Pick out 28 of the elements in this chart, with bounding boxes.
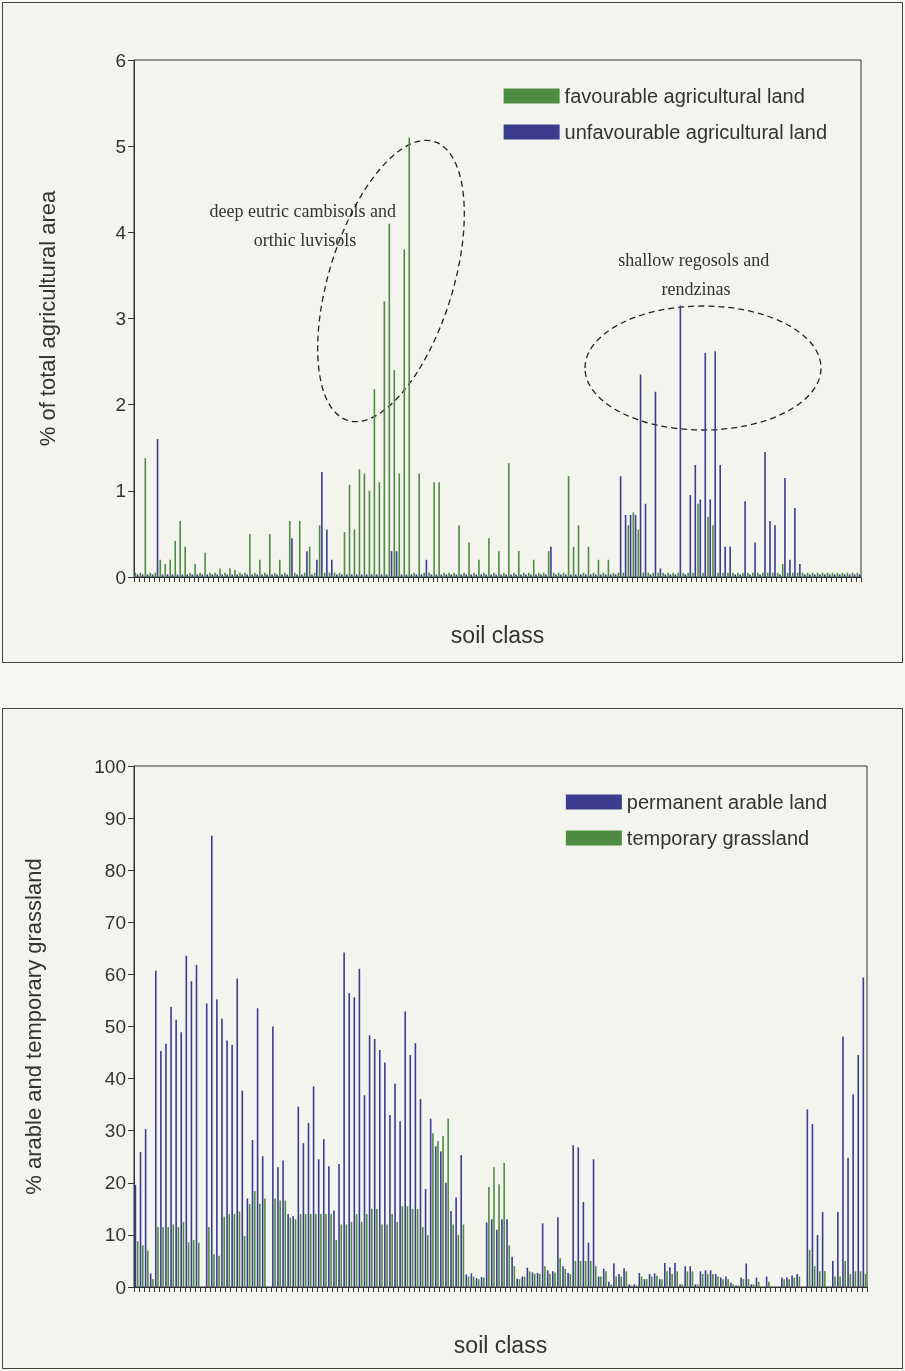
y-tick-label: 10 — [104, 1224, 126, 1246]
y-tick-label: 100 — [94, 755, 126, 777]
annotation: deep eutric cambisols and orthic luvisols — [209, 200, 401, 250]
legend-label: unfavourable agricultural land — [564, 121, 828, 143]
y-tick-label: 5 — [115, 135, 126, 157]
y-tick-label: 1 — [115, 480, 126, 502]
y-tick-label: 3 — [115, 308, 126, 329]
y-tick-label: 0 — [115, 1276, 126, 1298]
y-tick-label: 80 — [104, 859, 126, 881]
y-tick-label: 30 — [104, 1120, 126, 1142]
y-tick-label: 0 — [115, 566, 126, 588]
y-axis-title: % arable and temporary grassland — [20, 858, 46, 1195]
x-axis-title: soil class — [453, 1331, 548, 1358]
y-tick-label: 20 — [104, 1172, 126, 1194]
annotation: shallow regosols and rendzinas — [618, 249, 774, 299]
legend-label: permanent arable land — [626, 791, 827, 813]
y-tick-label: 4 — [115, 221, 127, 243]
y-tick-label: 90 — [104, 807, 126, 829]
y-tick-label: 2 — [115, 394, 126, 416]
y-tick-label: 60 — [104, 963, 126, 985]
legend-label: temporary grassland — [626, 827, 810, 849]
legend-label: favourable agricultural land — [564, 85, 805, 107]
x-axis-title: soil class — [450, 621, 545, 648]
y-tick-label: 6 — [115, 49, 126, 71]
y-tick-label: 70 — [104, 911, 126, 933]
y-tick-label: 40 — [104, 1068, 126, 1090]
y-tick-label: 50 — [104, 1016, 126, 1037]
y-axis-title: % of total agricultural area — [34, 189, 60, 447]
